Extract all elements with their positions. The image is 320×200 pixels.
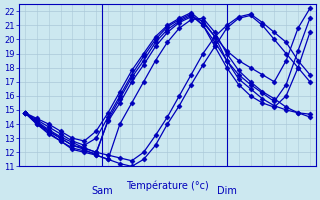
X-axis label: Température (°c): Température (°c) [126, 180, 209, 191]
Text: Sam: Sam [91, 186, 113, 196]
Text: Dim: Dim [217, 186, 237, 196]
